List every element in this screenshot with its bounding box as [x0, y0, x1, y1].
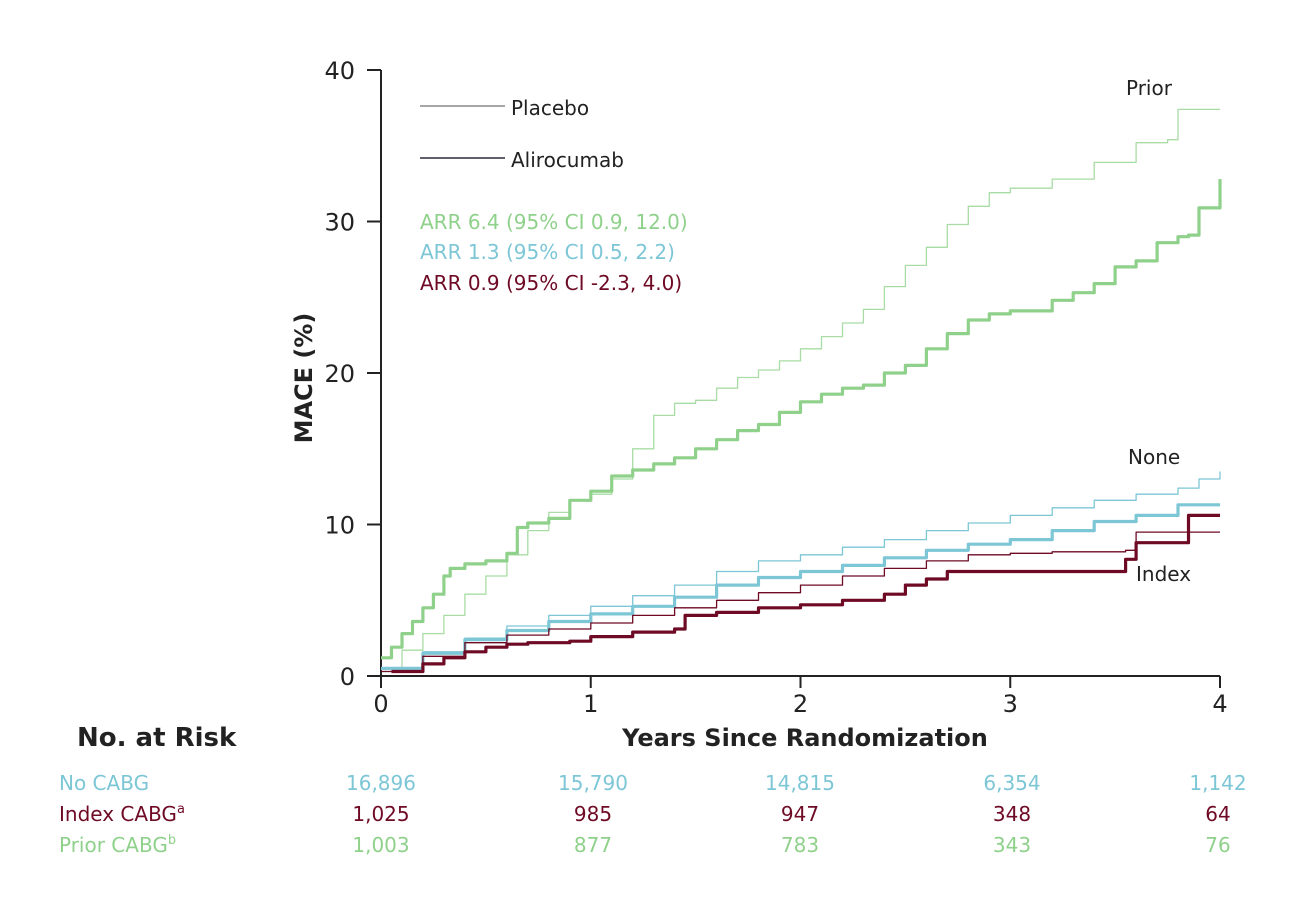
series-index-alirocumab [391, 513, 1220, 674]
risk-value: 14,815 [765, 771, 835, 795]
x-tick-label: 1 [583, 690, 598, 718]
risk-value: 76 [1205, 833, 1230, 857]
risk-value: 1,003 [352, 833, 409, 857]
risk-value: 877 [574, 833, 612, 857]
arr-annotations: ARR 6.4 (95% CI 0.9, 12.0) ARR 1.3 (95% … [420, 210, 688, 295]
legend: Placebo Alirocumab [420, 96, 624, 172]
x-tick-label: 4 [1212, 690, 1227, 718]
curve-label-prior: Prior [1126, 76, 1173, 100]
curve-label-index: Index [1136, 562, 1191, 586]
risk-value: 1,142 [1189, 771, 1246, 795]
risk-value: 16,896 [346, 771, 416, 795]
curve-group [381, 108, 1222, 674]
x-tick-label: 3 [1003, 690, 1018, 718]
risk-row-footnote-mark: b [168, 833, 176, 848]
risk-row-label: Index CABGa [59, 802, 185, 826]
risk-value: 348 [993, 802, 1031, 826]
y-tick-label: 0 [340, 663, 355, 691]
arr-prior: ARR 6.4 (95% CI 0.9, 12.0) [420, 210, 688, 234]
x-axis-title: Years Since Randomization [621, 724, 988, 752]
risk-value: 343 [993, 833, 1031, 857]
risk-value: 15,790 [558, 771, 628, 795]
tick-group: 0 10 20 30 40 0 1 2 3 4 [324, 57, 1227, 718]
series-index-placebo [381, 531, 1220, 673]
x-tick-label: 2 [793, 690, 808, 718]
y-tick-label: 40 [324, 57, 355, 85]
curve-label-none: None [1128, 445, 1180, 469]
series-prior-alirocumab [381, 179, 1222, 660]
risk-value: 947 [781, 802, 819, 826]
y-tick-label: 20 [324, 360, 355, 388]
risk-value: 783 [781, 833, 819, 857]
risk-table-title: No. at Risk [77, 723, 237, 753]
risk-value: 985 [574, 802, 612, 826]
legend-label-alirocumab: Alirocumab [511, 148, 624, 172]
risk-table: No. at Risk No CABG 16,896 15,790 14,815 6,3… [59, 723, 1247, 857]
risk-value: 64 [1205, 802, 1230, 826]
risk-row-footnote-mark: a [177, 802, 185, 817]
risk-value: 6,354 [983, 771, 1040, 795]
risk-row-label: Prior CABGb [59, 833, 176, 857]
arr-index: ARR 0.9 (95% CI -2.3, 4.0) [420, 271, 682, 295]
series-none-alirocumab [381, 503, 1220, 670]
y-axis-title: MACE (%) [290, 313, 318, 444]
risk-row-label: No CABG [59, 771, 149, 795]
risk-value: 1,025 [352, 802, 409, 826]
y-tick-label: 30 [324, 209, 355, 237]
y-tick-label: 10 [324, 512, 355, 540]
legend-label-placebo: Placebo [511, 96, 589, 120]
arr-none: ARR 1.3 (95% CI 0.5, 2.2) [420, 240, 675, 264]
x-tick-label: 0 [373, 690, 388, 718]
